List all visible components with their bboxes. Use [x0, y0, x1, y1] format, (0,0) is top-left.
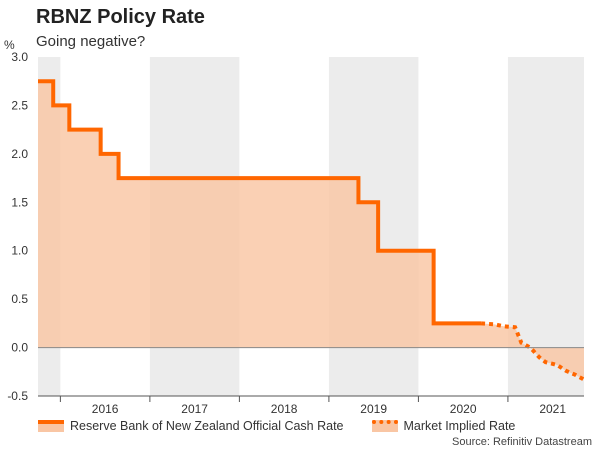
chart-title: RBNZ Policy Rate [36, 6, 205, 28]
x-tick-label: 2021 [539, 402, 566, 416]
y-tick-label: 2.5 [11, 98, 28, 112]
legend-swatch-dotted [371, 420, 398, 432]
x-tick-label: 2020 [450, 402, 477, 416]
legend-label-market-rate: Market Implied Rate [403, 419, 516, 433]
x-tick-label: 2018 [271, 402, 298, 416]
rate-area-fill [38, 81, 584, 380]
y-tick-label: -0.5 [7, 389, 28, 403]
legend-item-market-rate: Market Implied Rate [371, 419, 516, 433]
x-tick-label: 2016 [92, 402, 119, 416]
source-note: Source: Refinitiv Datastream [452, 436, 592, 448]
y-tick-label: 1.0 [11, 244, 28, 258]
y-tick-label: 0.0 [11, 341, 28, 355]
chart-subtitle: Going negative? [36, 33, 146, 50]
legend: Reserve Bank of New Zealand Official Cas… [38, 419, 543, 433]
year-band-3 [507, 57, 584, 396]
series-line-official-rate [38, 79, 482, 326]
y-tick-label: 3.0 [11, 50, 28, 64]
y-axis-unit: % [4, 38, 15, 52]
x-tick-label: 2019 [360, 402, 387, 416]
series-line-market-implied-rate [480, 321, 585, 382]
legend-label-official-rate: Reserve Bank of New Zealand Official Cas… [70, 419, 344, 433]
y-tick-label: 0.5 [11, 292, 28, 306]
legend-swatch-solid [38, 420, 64, 432]
y-tick-label: 2.0 [11, 147, 28, 161]
x-tick-label: 2017 [181, 402, 208, 416]
y-tick-label: 1.5 [11, 195, 28, 209]
legend-item-official-rate: Reserve Bank of New Zealand Official Cas… [38, 419, 344, 433]
